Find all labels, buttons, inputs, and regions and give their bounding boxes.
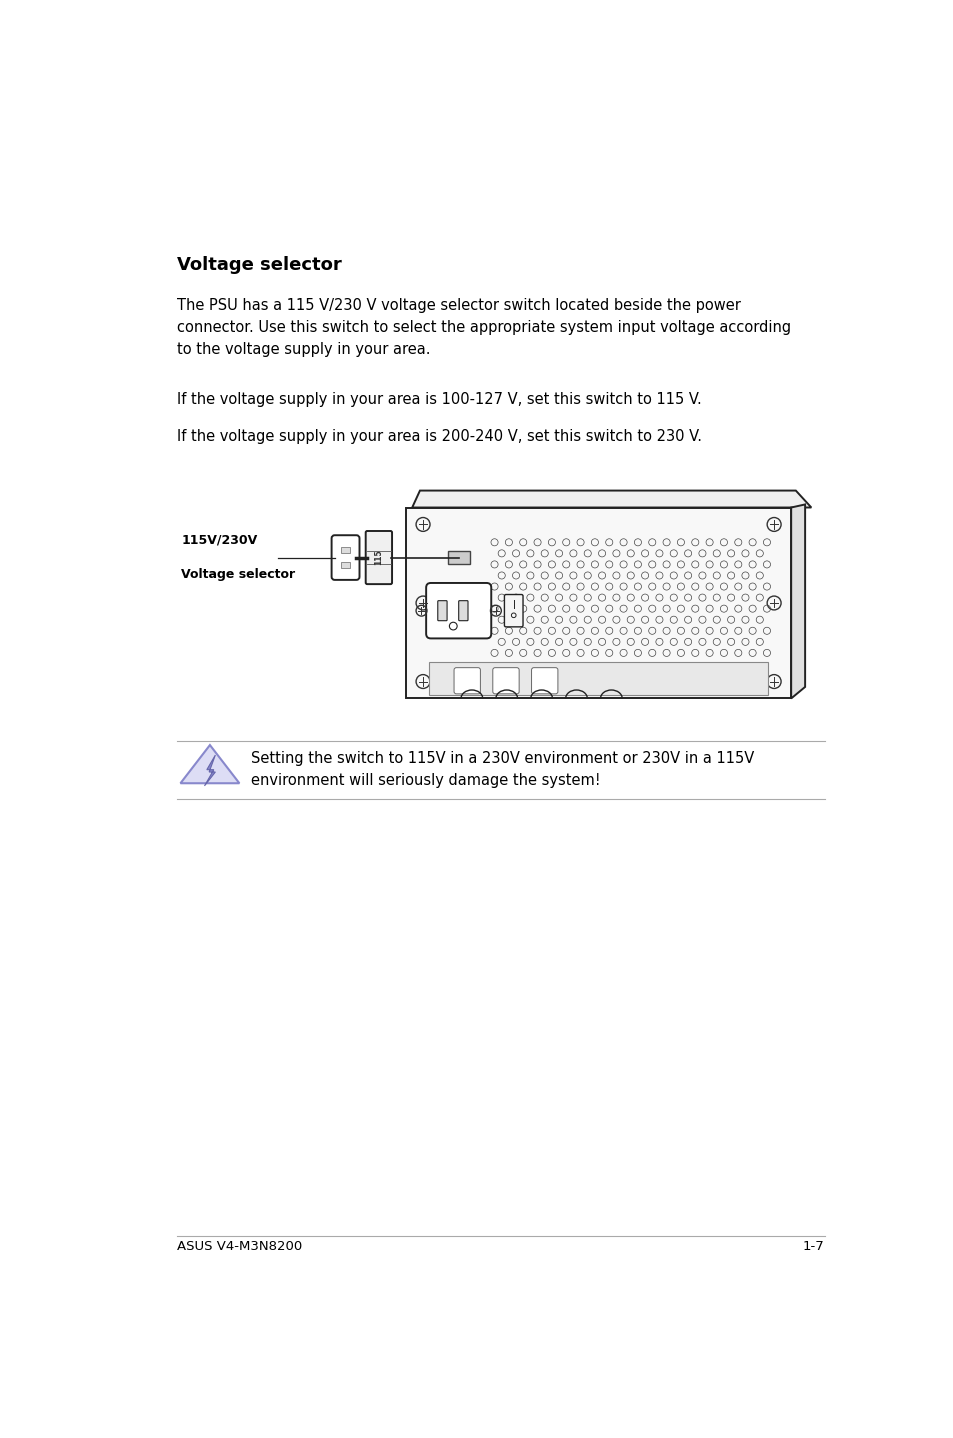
Text: 115V/230V: 115V/230V: [181, 533, 257, 546]
Text: If the voltage supply in your area is 200-240 V, set this switch to 230 V.: If the voltage supply in your area is 20…: [177, 429, 701, 444]
Bar: [447, 551, 469, 565]
Bar: [406, 508, 790, 699]
Bar: [340, 562, 350, 568]
FancyBboxPatch shape: [493, 667, 518, 695]
Polygon shape: [412, 490, 810, 508]
FancyBboxPatch shape: [531, 667, 558, 695]
FancyBboxPatch shape: [454, 667, 480, 695]
Text: Voltage selector: Voltage selector: [181, 568, 295, 581]
FancyBboxPatch shape: [504, 594, 522, 627]
Bar: [429, 661, 767, 695]
FancyBboxPatch shape: [426, 582, 491, 638]
Bar: [340, 546, 350, 554]
Text: Setting the switch to 115V in a 230V environment or 230V in a 115V
environment w: Setting the switch to 115V in a 230V env…: [251, 752, 754, 788]
Text: Voltage selector: Voltage selector: [177, 256, 342, 273]
FancyBboxPatch shape: [458, 601, 468, 621]
FancyBboxPatch shape: [437, 601, 447, 621]
Polygon shape: [790, 505, 804, 699]
Text: 1-7: 1-7: [801, 1240, 823, 1252]
Polygon shape: [180, 745, 239, 784]
Text: ASUS V4-M3N8200: ASUS V4-M3N8200: [177, 1240, 302, 1252]
Text: 115: 115: [374, 549, 383, 565]
Polygon shape: [204, 755, 215, 785]
FancyBboxPatch shape: [365, 531, 392, 584]
FancyBboxPatch shape: [332, 535, 359, 580]
Text: If the voltage supply in your area is 100-127 V, set this switch to 115 V.: If the voltage supply in your area is 10…: [177, 393, 701, 407]
Text: The PSU has a 115 V/230 V voltage selector switch located beside the power
conne: The PSU has a 115 V/230 V voltage select…: [177, 298, 791, 358]
